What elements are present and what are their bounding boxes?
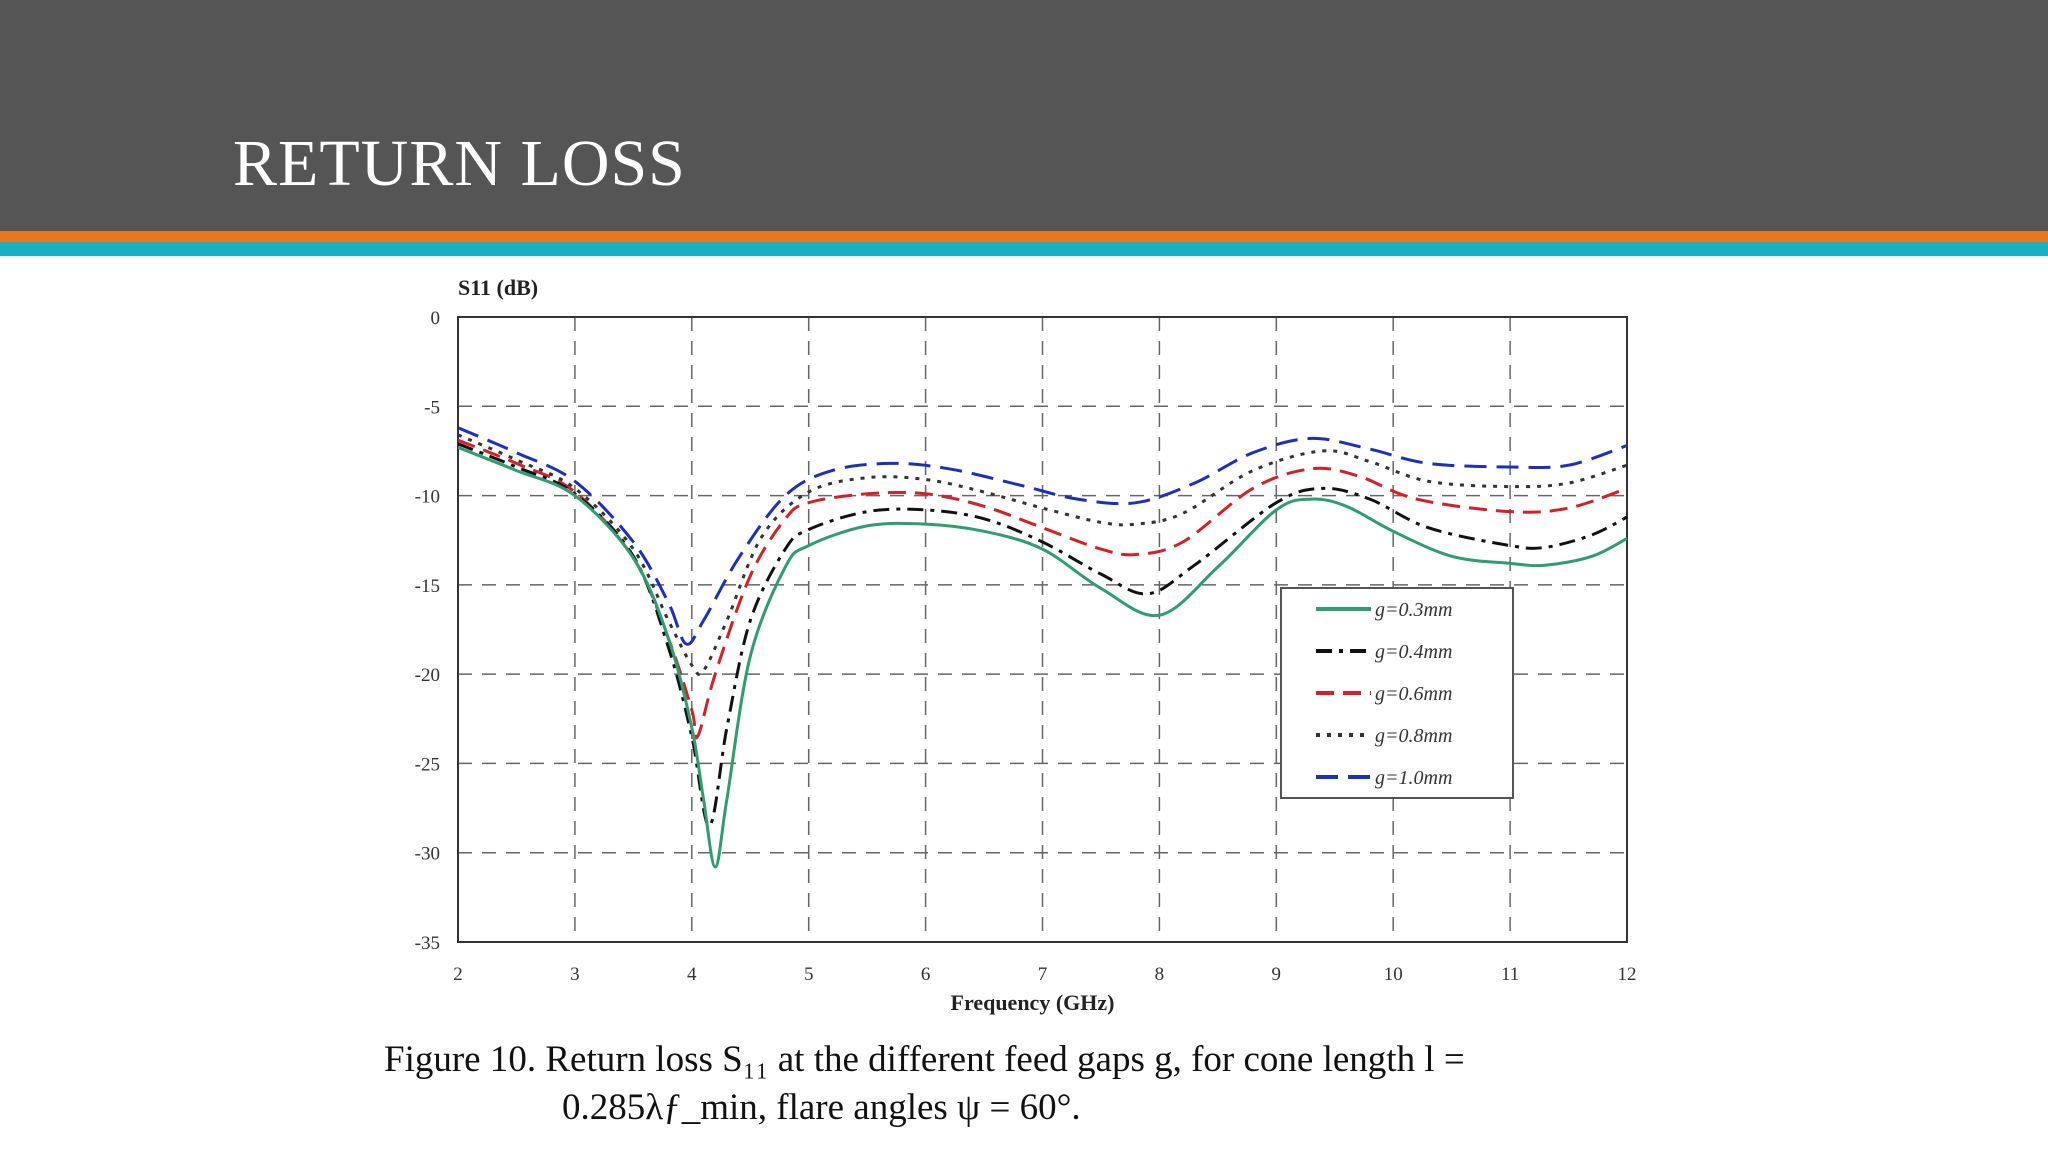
x-tick-label: 6 [921, 964, 931, 985]
x-tick-label: 4 [687, 964, 697, 985]
y-tick-label: -10 [415, 487, 440, 508]
legend-label: g=0.6mm [1375, 683, 1452, 705]
y-tick-label: -5 [424, 397, 440, 418]
legend-label: g=0.4mm [1375, 641, 1452, 663]
x-tick-label: 9 [1272, 964, 1282, 985]
y-tick-label: -20 [415, 665, 440, 686]
y-axis-label: S11 (dB) [458, 275, 538, 300]
legend-label: g=1.0mm [1375, 767, 1452, 789]
y-tick-label: -25 [415, 754, 440, 775]
x-tick-label: 5 [804, 964, 814, 985]
x-tick-label: 11 [1501, 964, 1519, 985]
y-tick-label: -35 [415, 933, 440, 954]
plot-frame [457, 316, 1628, 943]
slide-header [0, 0, 2048, 231]
y-tick-label: 0 [431, 308, 441, 329]
x-axis-label: Frequency (GHz) [951, 990, 1115, 1015]
slide-title: RETURN LOSS [233, 127, 686, 200]
x-tick-label: 12 [1618, 964, 1637, 985]
x-tick-label: 2 [453, 964, 463, 985]
accent-stripe-teal [0, 242, 2048, 256]
accent-stripe-orange [0, 231, 2048, 242]
return-loss-chart: 2 3 4 5 6 7 8 9 10 11 12 0 -5 -10 -15 -20 -25 -30 -35 S11 (… [415, 275, 1637, 1015]
series-line-4 [457, 426, 1628, 646]
caption-line-1: Figure 10. Return loss S₁₁ at the differ… [384, 1039, 1465, 1080]
x-tick-label: 8 [1155, 964, 1165, 985]
x-tick-label: 10 [1384, 964, 1403, 985]
caption-line-2: 0.285λƒ_min, flare angles ψ = 60°. [562, 1087, 1081, 1128]
figure-caption: Figure 10. Return loss S₁₁ at the differ… [384, 1036, 1465, 1132]
x-tick-label: 7 [1038, 964, 1048, 985]
legend-label: g=0.3mm [1375, 599, 1452, 621]
y-tick-label: -30 [415, 844, 440, 865]
y-tick-label: -15 [415, 576, 440, 597]
series-line-1 [457, 442, 1628, 828]
legend-label: g=0.8mm [1375, 725, 1452, 747]
x-tick-label: 3 [570, 964, 580, 985]
series-line-0 [457, 446, 1628, 869]
